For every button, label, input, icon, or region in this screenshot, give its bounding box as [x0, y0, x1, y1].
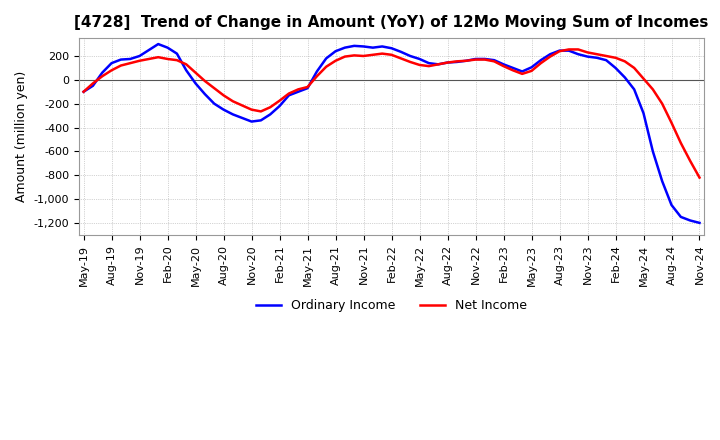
Ordinary Income	[79, 89, 88, 95]
Ordinary Income	[555, 48, 564, 53]
Net Income	[564, 47, 573, 52]
Ordinary Income	[696, 220, 704, 226]
Ordinary Income	[182, 68, 191, 73]
Y-axis label: Amount (million yen): Amount (million yen)	[15, 71, 28, 202]
Net Income	[546, 54, 554, 59]
Line: Net Income: Net Income	[84, 49, 700, 178]
Net Income	[154, 55, 163, 60]
Net Income	[331, 58, 340, 63]
Ordinary Income	[341, 45, 349, 50]
Net Income	[173, 58, 181, 63]
Line: Ordinary Income: Ordinary Income	[84, 44, 700, 223]
Legend: Ordinary Income, Net Income: Ordinary Income, Net Income	[251, 294, 532, 317]
Net Income	[696, 175, 704, 180]
Net Income	[79, 89, 88, 95]
Net Income	[658, 101, 667, 106]
Ordinary Income	[163, 45, 172, 50]
Ordinary Income	[658, 179, 667, 184]
Net Income	[359, 53, 368, 59]
Ordinary Income	[154, 41, 163, 47]
Title: [4728]  Trend of Change in Amount (YoY) of 12Mo Moving Sum of Incomes: [4728] Trend of Change in Amount (YoY) o…	[74, 15, 708, 30]
Ordinary Income	[369, 45, 377, 50]
